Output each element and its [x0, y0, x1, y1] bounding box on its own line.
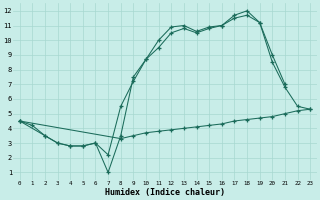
X-axis label: Humidex (Indice chaleur): Humidex (Indice chaleur)	[105, 188, 225, 197]
